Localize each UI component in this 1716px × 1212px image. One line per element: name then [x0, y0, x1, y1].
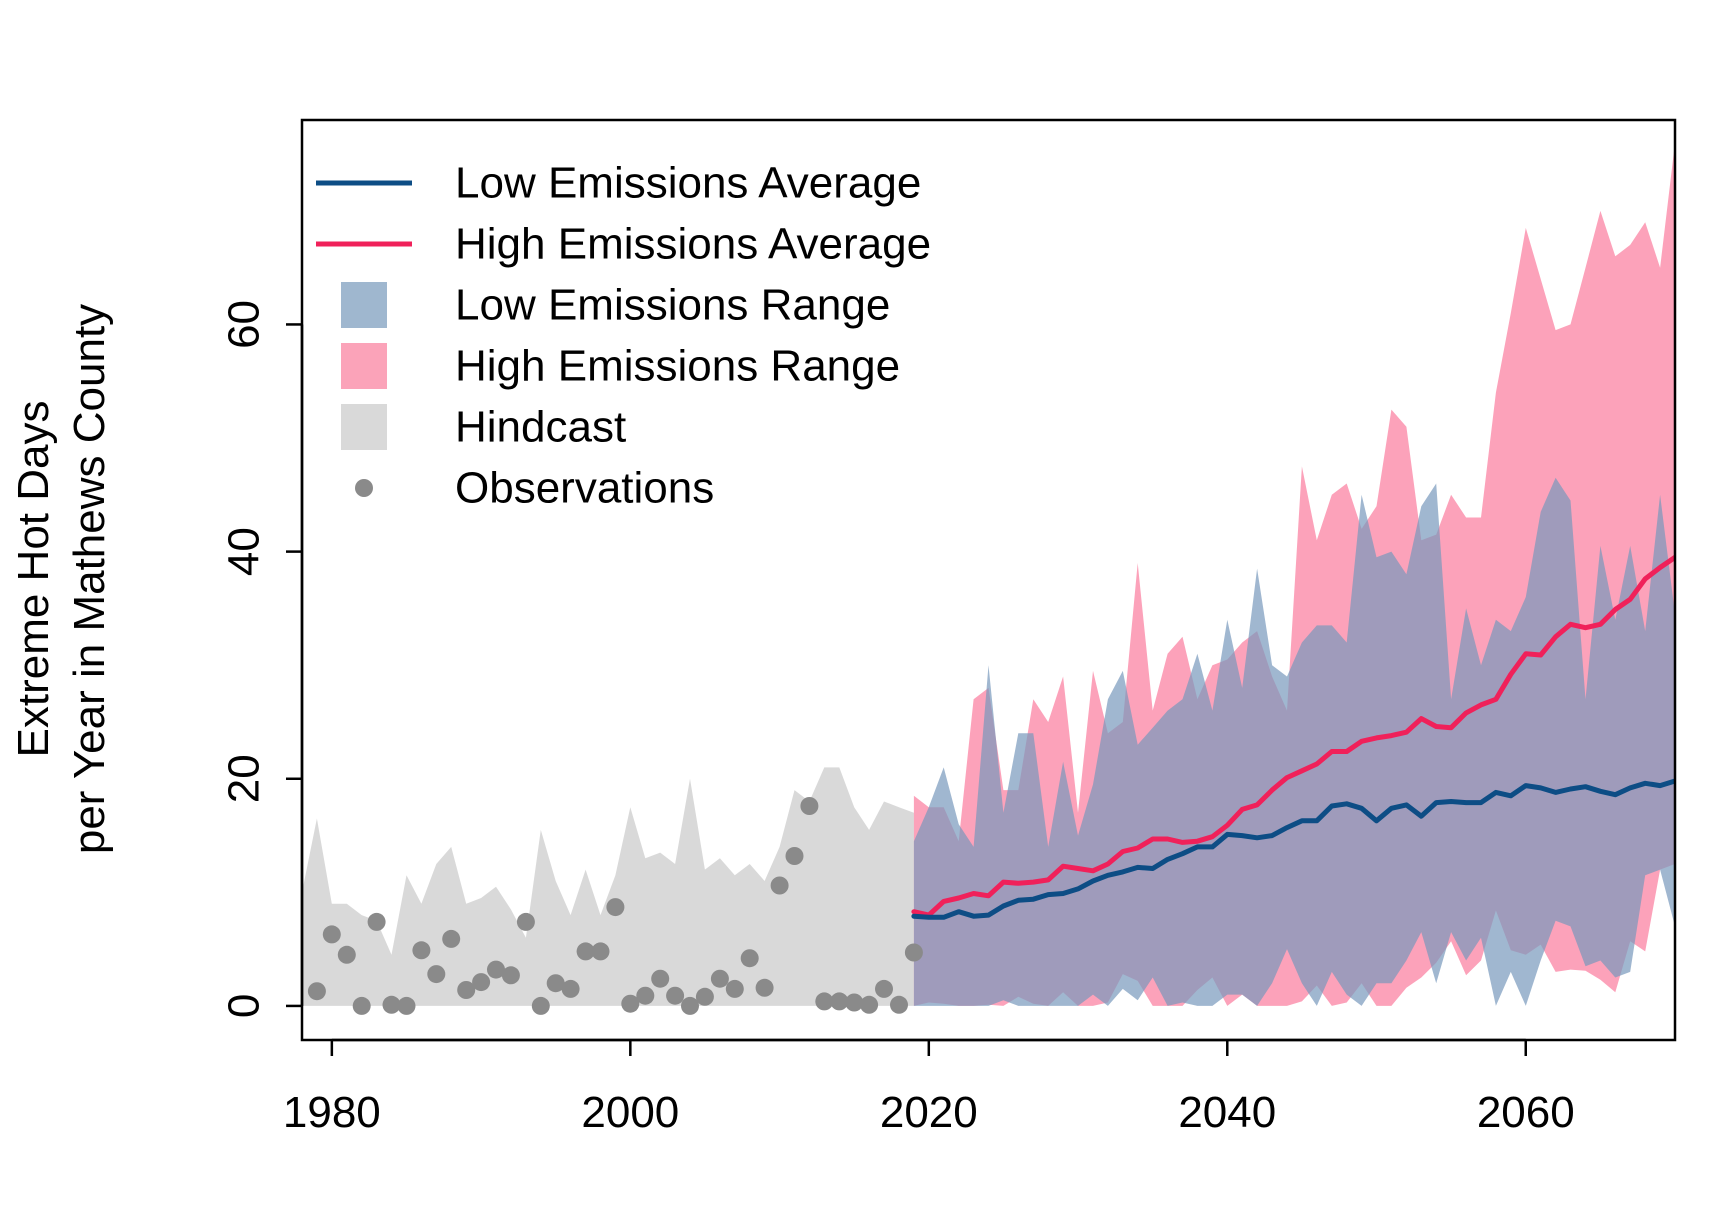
observation-point	[442, 929, 461, 948]
observation-point	[710, 969, 729, 988]
observation-point	[755, 978, 774, 997]
observation-point	[890, 995, 908, 1014]
observation-point	[606, 898, 625, 917]
observation-point	[322, 925, 341, 944]
observation-point	[860, 995, 879, 1014]
x-tick-label: 2000	[581, 1088, 679, 1137]
observation-point	[516, 912, 535, 931]
observation-point	[651, 969, 670, 988]
observation-point	[487, 960, 505, 979]
x-tick-label: 2020	[880, 1088, 978, 1137]
observation-point	[904, 943, 923, 962]
observation-point	[815, 992, 834, 1011]
high-emissions-average-line	[911, 554, 1675, 918]
legend-label-high-emissions-range: High Emissions Range	[455, 342, 900, 391]
legend-label-low-emissions-range: Low Emissions Range	[455, 281, 890, 330]
series-layer	[302, 142, 1675, 1015]
observation-point	[725, 979, 744, 998]
observation-point	[770, 876, 789, 895]
hindcast-band	[302, 767, 914, 1006]
observation-point	[307, 982, 326, 1001]
observation-point	[695, 987, 714, 1006]
observation-point	[531, 996, 550, 1015]
legend-swatch-observations	[355, 479, 373, 497]
y-tick-label: 20	[220, 754, 269, 803]
observation-point	[472, 973, 491, 992]
legend-swatch-hindcast	[341, 404, 387, 450]
legend-label-high-emissions-average: High Emissions Average	[455, 220, 931, 269]
legend-swatch-high-emissions-range	[341, 343, 387, 389]
observation-point	[666, 986, 685, 1005]
observation-point	[337, 945, 356, 964]
x-axis: 1980 2000 2020 2040 2060	[283, 1038, 1575, 1137]
legend-label-hindcast: Hindcast	[455, 403, 626, 452]
observation-point	[352, 996, 371, 1015]
y-tick-label: 40	[220, 527, 269, 576]
x-tick-label: 1980	[283, 1088, 381, 1137]
observation-point	[457, 981, 476, 999]
observation-point	[800, 797, 819, 815]
y-tick-label: 0	[220, 994, 269, 1018]
observation-point	[382, 995, 401, 1014]
observation-point	[785, 847, 804, 865]
observation-point	[636, 986, 655, 1005]
y-axis-title-line-2: per Year in Mathews County	[65, 304, 114, 854]
observation-point	[576, 942, 595, 961]
observation-point	[367, 912, 386, 931]
low-emissions-average-line	[911, 778, 1675, 920]
observation-point	[591, 942, 610, 961]
legend: Low Emissions Average High Emissions Aver…	[316, 159, 931, 513]
x-tick-label: 2060	[1477, 1088, 1575, 1137]
legend-label-observations: Observations	[455, 464, 714, 513]
observation-point	[740, 949, 759, 968]
observation-point	[621, 994, 640, 1013]
observation-point	[681, 996, 699, 1015]
y-tick-label: 60	[220, 300, 269, 349]
observation-point	[561, 979, 580, 998]
observation-point	[397, 996, 416, 1015]
y-axis: 0 20 40 60	[220, 300, 304, 1018]
legend-swatch-low-emissions-range	[341, 282, 387, 328]
observation-point	[546, 974, 565, 993]
y-axis-title-line-1: Extreme Hot Days	[9, 401, 58, 758]
low-emissions-range-band	[913, 477, 1675, 1006]
x-tick-label: 2040	[1178, 1088, 1276, 1137]
observation-point	[830, 992, 849, 1011]
observation-point	[427, 965, 446, 984]
observation-point	[845, 993, 864, 1012]
observation-point	[501, 966, 520, 985]
observation-point	[875, 979, 893, 998]
legend-label-low-emissions-average: Low Emissions Average	[455, 159, 921, 208]
observation-point	[412, 941, 431, 960]
